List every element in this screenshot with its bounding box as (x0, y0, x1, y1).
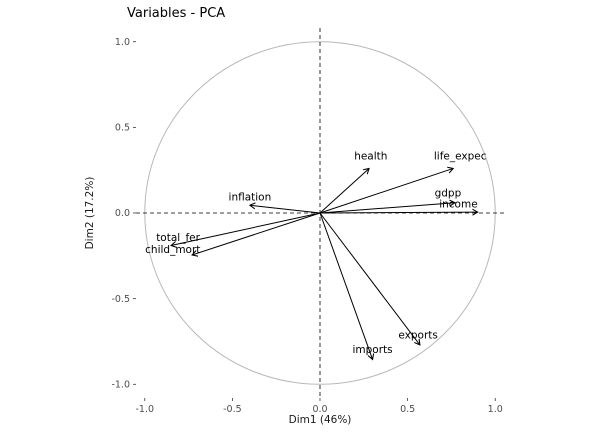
x-tick-label: 1.0 (488, 404, 503, 415)
variable-arrow-imports (319, 212, 375, 361)
variable-label-imports: imports (353, 344, 393, 356)
x-tick-label: -1.0 (135, 404, 154, 415)
variable-arrow-exports (319, 212, 421, 346)
variable-arrow-child_mort (191, 212, 321, 257)
variable-arrow-total_fer (170, 212, 321, 248)
y-tick-label: 0.5 (115, 123, 130, 134)
variable-arrow-income (319, 208, 479, 216)
variable-label-total_fer: total_fer (156, 232, 200, 244)
variable-label-child_mort: child_mort (145, 244, 200, 256)
x-tick-label: 0.0 (312, 404, 327, 415)
y-tick-label: 1.0 (115, 37, 130, 48)
variable-arrow-life_expec (319, 166, 455, 214)
variable-arrow-inflation (248, 202, 321, 214)
x-tick-label: -0.5 (223, 404, 242, 415)
y-tick-label: -0.5 (111, 294, 130, 305)
variable-label-exports: exports (398, 329, 437, 341)
variable-label-gdpp: gdpp (435, 187, 462, 199)
y-tick-label: 0.0 (115, 208, 130, 219)
y-tick-label: -1.0 (111, 379, 130, 390)
y-axis-title: Dim2 (17.2%) (84, 176, 96, 250)
variable-label-inflation: inflation (229, 192, 272, 204)
x-axis-title: Dim1 (46%) (288, 414, 352, 426)
variable-arrow-health (319, 167, 370, 214)
chart-title: Variables - PCA (127, 6, 226, 21)
variable-arrow-gdpp (319, 199, 456, 214)
variable-label-life_expec: life_expec (434, 150, 487, 162)
variable-label-health: health (354, 150, 387, 162)
x-tick-label: 0.5 (400, 404, 415, 415)
variable-label-income: income (439, 198, 477, 210)
